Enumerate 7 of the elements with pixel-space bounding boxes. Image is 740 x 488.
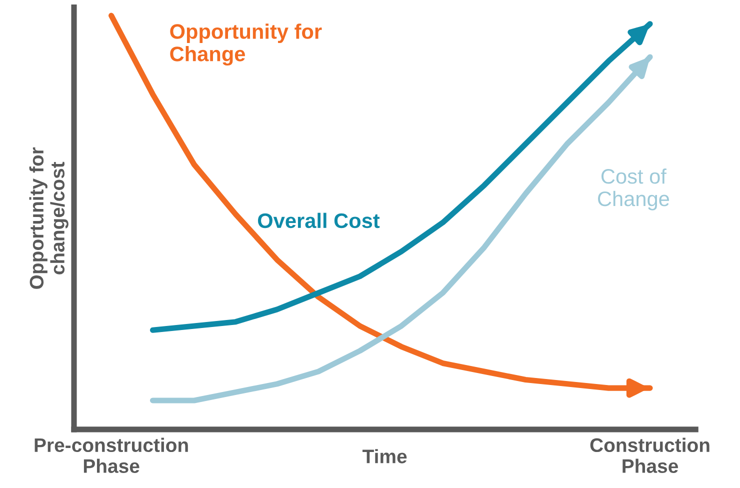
x-tick-label: Pre-construction Phase [34, 438, 188, 473]
series-label: Cost of Change [598, 168, 670, 210]
series-label: Overall Cost [258, 212, 380, 228]
series-label: Opportunity for Change [170, 24, 322, 66]
x-axis-title: Time [362, 449, 407, 464]
y-axis-title: Opportunity for change/cost [29, 147, 68, 289]
x-tick-label: Construction Phase [590, 438, 710, 473]
